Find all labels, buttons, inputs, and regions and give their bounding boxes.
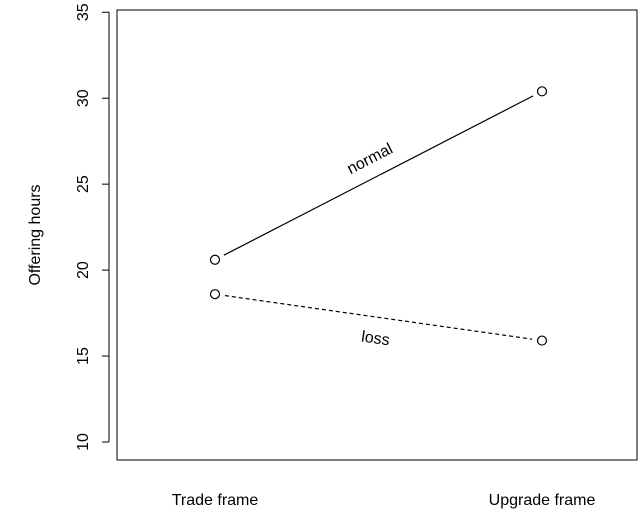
- series-line-loss: [224, 294, 533, 340]
- x-category-label: Upgrade frame: [489, 492, 596, 509]
- data-point-loss: [536, 335, 548, 346]
- series-label-loss: loss: [360, 328, 391, 349]
- series-line-normal: [223, 95, 534, 256]
- y-axis-label: Offering hours: [27, 184, 44, 285]
- data-point-loss: [209, 289, 221, 300]
- y-tick-label: 25: [75, 175, 92, 193]
- series-lines: [223, 95, 534, 340]
- y-tick-label: 10: [75, 433, 92, 451]
- series-points: [209, 86, 548, 346]
- x-category-label: Trade frame: [172, 492, 259, 509]
- series-labels: normal loss: [344, 141, 395, 350]
- y-axis: 10 15 20 25 30 35: [75, 3, 110, 451]
- y-tick-label: 30: [75, 89, 92, 107]
- data-point-normal: [209, 254, 221, 265]
- series-label-normal: normal: [344, 141, 395, 179]
- y-tick-label: 20: [75, 261, 92, 279]
- plot-frame: [116, 9, 638, 461]
- x-axis-labels: Trade frame Upgrade frame: [172, 492, 596, 509]
- y-tick-label: 15: [75, 347, 92, 365]
- data-point-normal: [536, 86, 548, 97]
- y-tick-label: 35: [75, 3, 92, 21]
